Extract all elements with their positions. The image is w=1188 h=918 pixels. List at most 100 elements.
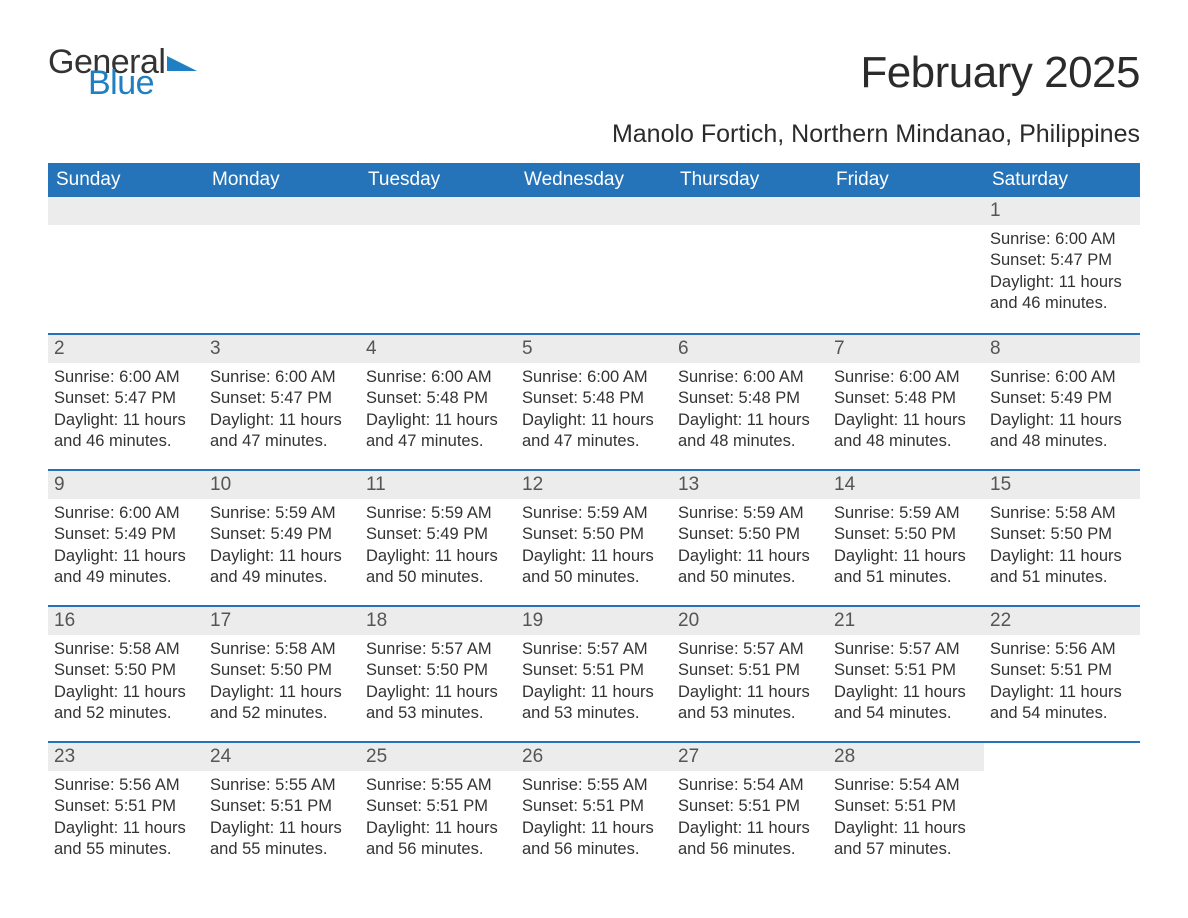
- daylight-text-line1: Daylight: 11 hours: [522, 682, 666, 703]
- calendar-cell: 17Sunrise: 5:58 AMSunset: 5:50 PMDayligh…: [204, 605, 360, 741]
- day-number: [984, 741, 1140, 771]
- daylight-text-line1: Daylight: 11 hours: [522, 818, 666, 839]
- logo-text-blue: Blue: [88, 69, 197, 98]
- sunrise-text: Sunrise: 5:59 AM: [522, 503, 666, 524]
- sunrise-text: Sunrise: 5:55 AM: [522, 775, 666, 796]
- day-details: Sunrise: 5:57 AMSunset: 5:51 PMDaylight:…: [828, 635, 984, 733]
- sunrise-text: Sunrise: 5:58 AM: [990, 503, 1134, 524]
- day-details: Sunrise: 6:00 AMSunset: 5:49 PMDaylight:…: [984, 363, 1140, 461]
- sunset-text: Sunset: 5:51 PM: [522, 796, 666, 817]
- day-details: Sunrise: 5:57 AMSunset: 5:51 PMDaylight:…: [672, 635, 828, 733]
- day-details: Sunrise: 6:00 AMSunset: 5:48 PMDaylight:…: [516, 363, 672, 461]
- calendar-cell: 27Sunrise: 5:54 AMSunset: 5:51 PMDayligh…: [672, 741, 828, 877]
- weekday-header: Sunday: [48, 163, 204, 197]
- day-details: Sunrise: 5:57 AMSunset: 5:51 PMDaylight:…: [516, 635, 672, 733]
- calendar-cell: 1Sunrise: 6:00 AMSunset: 5:47 PMDaylight…: [984, 197, 1140, 333]
- daylight-text-line1: Daylight: 11 hours: [366, 410, 510, 431]
- sunset-text: Sunset: 5:51 PM: [366, 796, 510, 817]
- sunset-text: Sunset: 5:49 PM: [54, 524, 198, 545]
- daylight-text-line1: Daylight: 11 hours: [522, 410, 666, 431]
- day-details: Sunrise: 5:56 AMSunset: 5:51 PMDaylight:…: [48, 771, 204, 869]
- daylight-text-line2: and 47 minutes.: [210, 431, 354, 452]
- weekday-header: Thursday: [672, 163, 828, 197]
- calendar-cell: 4Sunrise: 6:00 AMSunset: 5:48 PMDaylight…: [360, 333, 516, 469]
- day-details: Sunrise: 5:59 AMSunset: 5:49 PMDaylight:…: [204, 499, 360, 597]
- day-details: Sunrise: 5:57 AMSunset: 5:50 PMDaylight:…: [360, 635, 516, 733]
- sunrise-text: Sunrise: 5:57 AM: [522, 639, 666, 660]
- day-number: 19: [516, 605, 672, 635]
- calendar-week-row: 2Sunrise: 6:00 AMSunset: 5:47 PMDaylight…: [48, 333, 1140, 469]
- day-number: 25: [360, 741, 516, 771]
- daylight-text-line1: Daylight: 11 hours: [54, 546, 198, 567]
- calendar-cell: [360, 197, 516, 333]
- daylight-text-line2: and 57 minutes.: [834, 839, 978, 860]
- daylight-text-line1: Daylight: 11 hours: [834, 546, 978, 567]
- day-number: [204, 197, 360, 225]
- day-number: 28: [828, 741, 984, 771]
- daylight-text-line2: and 53 minutes.: [522, 703, 666, 724]
- sunrise-text: Sunrise: 6:00 AM: [522, 367, 666, 388]
- day-details: Sunrise: 6:00 AMSunset: 5:49 PMDaylight:…: [48, 499, 204, 597]
- daylight-text-line2: and 46 minutes.: [54, 431, 198, 452]
- day-details: Sunrise: 6:00 AMSunset: 5:47 PMDaylight:…: [48, 363, 204, 461]
- daylight-text-line1: Daylight: 11 hours: [366, 818, 510, 839]
- daylight-text-line1: Daylight: 11 hours: [210, 818, 354, 839]
- day-number: 11: [360, 469, 516, 499]
- daylight-text-line1: Daylight: 11 hours: [990, 546, 1134, 567]
- weekday-header-row: Sunday Monday Tuesday Wednesday Thursday…: [48, 163, 1140, 197]
- daylight-text-line1: Daylight: 11 hours: [678, 410, 822, 431]
- daylight-text-line1: Daylight: 11 hours: [678, 818, 822, 839]
- day-number: 26: [516, 741, 672, 771]
- daylight-text-line2: and 52 minutes.: [54, 703, 198, 724]
- sunrise-text: Sunrise: 5:55 AM: [366, 775, 510, 796]
- daylight-text-line1: Daylight: 11 hours: [210, 546, 354, 567]
- sunset-text: Sunset: 5:47 PM: [210, 388, 354, 409]
- sunset-text: Sunset: 5:47 PM: [990, 250, 1134, 271]
- calendar-week-row: 1Sunrise: 6:00 AMSunset: 5:47 PMDaylight…: [48, 197, 1140, 333]
- daylight-text-line1: Daylight: 11 hours: [366, 682, 510, 703]
- sunrise-text: Sunrise: 5:57 AM: [678, 639, 822, 660]
- day-details: Sunrise: 5:54 AMSunset: 5:51 PMDaylight:…: [828, 771, 984, 869]
- day-details: Sunrise: 6:00 AMSunset: 5:48 PMDaylight:…: [672, 363, 828, 461]
- calendar-cell: [48, 197, 204, 333]
- weekday-header: Tuesday: [360, 163, 516, 197]
- daylight-text-line1: Daylight: 11 hours: [834, 682, 978, 703]
- sunset-text: Sunset: 5:51 PM: [834, 660, 978, 681]
- daylight-text-line2: and 47 minutes.: [522, 431, 666, 452]
- day-number: 20: [672, 605, 828, 635]
- daylight-text-line1: Daylight: 11 hours: [834, 410, 978, 431]
- calendar-cell: 3Sunrise: 6:00 AMSunset: 5:47 PMDaylight…: [204, 333, 360, 469]
- daylight-text-line1: Daylight: 11 hours: [834, 818, 978, 839]
- day-number: [672, 197, 828, 225]
- sunset-text: Sunset: 5:51 PM: [54, 796, 198, 817]
- calendar-cell: 23Sunrise: 5:56 AMSunset: 5:51 PMDayligh…: [48, 741, 204, 877]
- day-details: Sunrise: 6:00 AMSunset: 5:47 PMDaylight:…: [204, 363, 360, 461]
- daylight-text-line1: Daylight: 11 hours: [210, 410, 354, 431]
- calendar-cell: 24Sunrise: 5:55 AMSunset: 5:51 PMDayligh…: [204, 741, 360, 877]
- sunset-text: Sunset: 5:51 PM: [678, 660, 822, 681]
- daylight-text-line2: and 46 minutes.: [990, 293, 1134, 314]
- daylight-text-line1: Daylight: 11 hours: [990, 272, 1134, 293]
- sunset-text: Sunset: 5:49 PM: [366, 524, 510, 545]
- day-number: 12: [516, 469, 672, 499]
- sunrise-text: Sunrise: 5:59 AM: [210, 503, 354, 524]
- sunrise-text: Sunrise: 5:57 AM: [366, 639, 510, 660]
- sunrise-text: Sunrise: 6:00 AM: [366, 367, 510, 388]
- sunset-text: Sunset: 5:50 PM: [210, 660, 354, 681]
- sunset-text: Sunset: 5:50 PM: [366, 660, 510, 681]
- calendar-table: Sunday Monday Tuesday Wednesday Thursday…: [48, 163, 1140, 877]
- daylight-text-line2: and 51 minutes.: [834, 567, 978, 588]
- daylight-text-line1: Daylight: 11 hours: [54, 818, 198, 839]
- day-number: 23: [48, 741, 204, 771]
- sunset-text: Sunset: 5:48 PM: [678, 388, 822, 409]
- day-number: 10: [204, 469, 360, 499]
- day-number: 27: [672, 741, 828, 771]
- sunset-text: Sunset: 5:51 PM: [834, 796, 978, 817]
- sunset-text: Sunset: 5:50 PM: [834, 524, 978, 545]
- sunrise-text: Sunrise: 5:56 AM: [54, 775, 198, 796]
- sunset-text: Sunset: 5:50 PM: [522, 524, 666, 545]
- calendar-cell: 6Sunrise: 6:00 AMSunset: 5:48 PMDaylight…: [672, 333, 828, 469]
- calendar-cell: 14Sunrise: 5:59 AMSunset: 5:50 PMDayligh…: [828, 469, 984, 605]
- calendar-cell: 2Sunrise: 6:00 AMSunset: 5:47 PMDaylight…: [48, 333, 204, 469]
- day-number: 16: [48, 605, 204, 635]
